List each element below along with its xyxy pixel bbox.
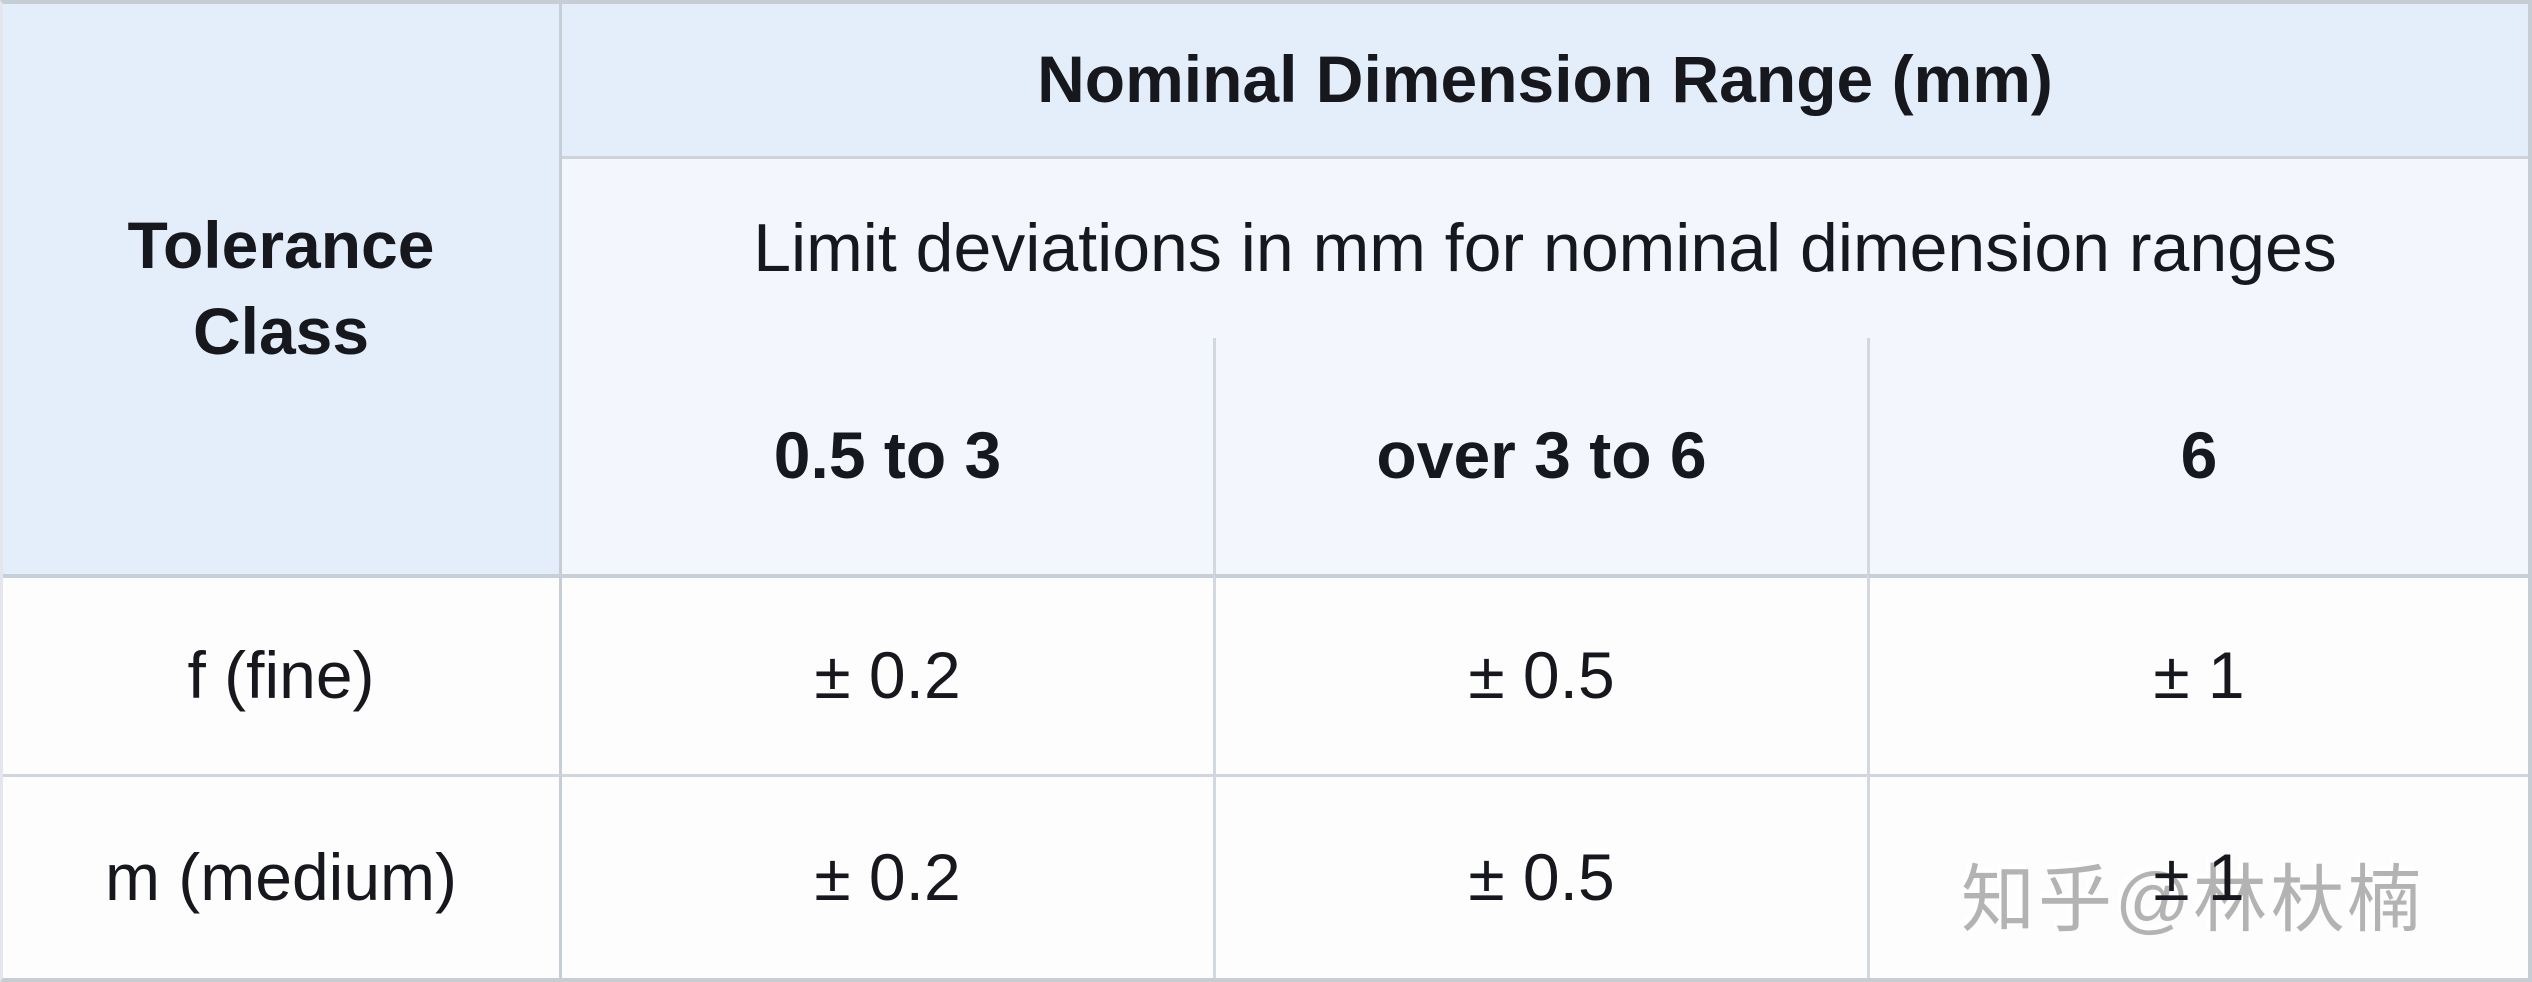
row-label-f-fine: f (fine) xyxy=(3,574,562,774)
column-header-label: over 3 to 6 xyxy=(1376,418,1707,493)
row-label-text: m (medium) xyxy=(104,839,457,914)
column-header-label: 6 xyxy=(2180,418,2218,493)
cell-value: ± 0.5 xyxy=(1468,839,1615,914)
table-cell-f-range2: ± 1 xyxy=(1867,574,2528,774)
sub-header-limit-deviations: Limit deviations in mm for nominal dimen… xyxy=(562,159,2528,338)
column-header-range-0: 0.5 to 3 xyxy=(562,338,1213,574)
cell-value: ± 0.2 xyxy=(814,839,961,914)
group-header-label: Nominal Dimension Range (mm) xyxy=(1037,42,2053,117)
column-header-range-2: 6 xyxy=(1867,338,2528,574)
cell-value: ± 1 xyxy=(2153,839,2245,914)
cell-value: ± 0.5 xyxy=(1468,638,1615,713)
table-cell-m-range2: ± 1 xyxy=(1867,774,2528,978)
table-cell-f-range1: ± 0.5 xyxy=(1213,574,1867,774)
column-header-range-1: over 3 to 6 xyxy=(1213,338,1867,574)
table-cell-m-range0: ± 0.2 xyxy=(562,774,1213,978)
row-label-m-medium: m (medium) xyxy=(3,774,562,978)
corner-header-tolerance-class: Tolerance Class xyxy=(3,4,562,574)
sub-header-label: Limit deviations in mm for nominal dimen… xyxy=(753,210,2337,287)
cell-value: ± 0.2 xyxy=(814,638,961,713)
table-cell-m-range1: ± 0.5 xyxy=(1213,774,1867,978)
group-header-nominal-dimension-range: Nominal Dimension Range (mm) xyxy=(562,4,2528,159)
corner-header-label: Tolerance Class xyxy=(127,208,435,368)
row-label-text: f (fine) xyxy=(187,638,375,713)
table-cell-f-range0: ± 0.2 xyxy=(562,574,1213,774)
cell-value: ± 1 xyxy=(2153,638,2245,713)
column-header-label: 0.5 to 3 xyxy=(773,418,1002,493)
